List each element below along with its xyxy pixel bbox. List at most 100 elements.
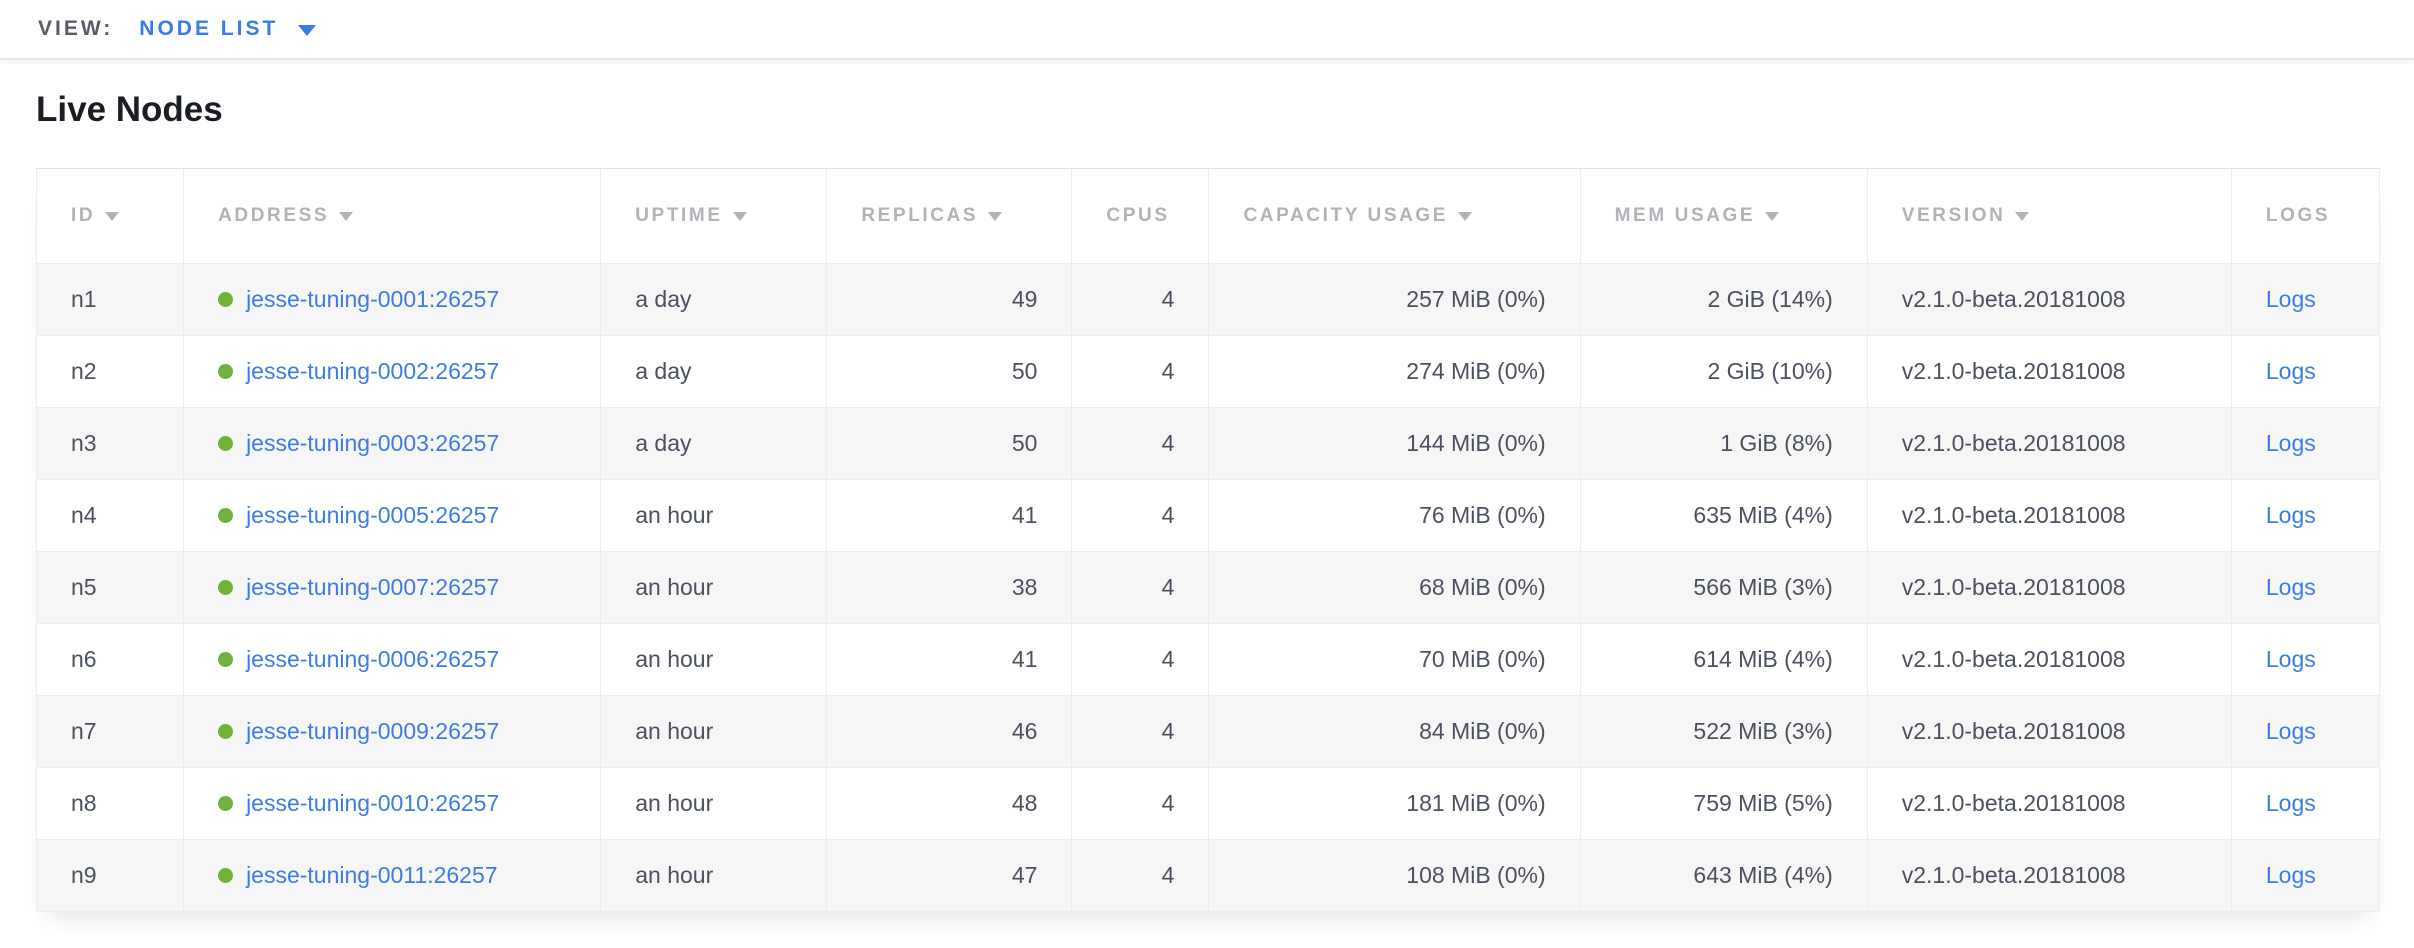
logs-link[interactable]: Logs: [2265, 862, 2316, 888]
node-capacity-usage-cell: 76 MiB (0%): [1208, 479, 1581, 552]
node-version-cell: v2.1.0-beta.20181008: [1867, 623, 2232, 696]
node-id-cell: n1: [36, 263, 185, 336]
node-cpus-cell: 4: [1071, 695, 1210, 768]
node-capacity-usage-cell: 181 MiB (0%): [1208, 767, 1581, 840]
sort-desc-icon: [988, 212, 1003, 221]
node-logs-cell: Logs: [2231, 479, 2381, 552]
node-uptime-cell: an hour: [600, 695, 828, 768]
logs-link[interactable]: Logs: [2265, 646, 2316, 672]
table-row: n9 jesse-tuning-0011:26257 an hour 47 4 …: [36, 839, 2381, 912]
sort-desc-icon: [339, 212, 354, 221]
node-address-link[interactable]: jesse-tuning-0011:26257: [246, 862, 498, 888]
node-address-cell: jesse-tuning-0011:26257: [183, 839, 602, 912]
node-address-link[interactable]: jesse-tuning-0009:26257: [246, 718, 500, 744]
node-capacity-usage-cell: 68 MiB (0%): [1208, 551, 1581, 624]
logs-link[interactable]: Logs: [2265, 358, 2316, 384]
node-capacity-usage-cell: 274 MiB (0%): [1208, 335, 1581, 408]
node-address-cell: jesse-tuning-0006:26257: [183, 623, 602, 696]
node-id-cell: n6: [36, 623, 185, 696]
node-logs-cell: Logs: [2231, 623, 2381, 696]
logs-link[interactable]: Logs: [2265, 718, 2316, 744]
node-version-cell: v2.1.0-beta.20181008: [1867, 551, 2232, 624]
node-replicas-cell: 38: [826, 551, 1073, 624]
node-cpus-cell: 4: [1071, 407, 1210, 480]
column-header-label: REPLICAS: [861, 205, 979, 226]
column-header-label: ID: [71, 205, 96, 226]
node-address-link[interactable]: jesse-tuning-0003:26257: [246, 430, 500, 456]
node-address-cell: jesse-tuning-0007:26257: [183, 551, 602, 624]
logs-link[interactable]: Logs: [2265, 790, 2316, 816]
column-header-mem-usage[interactable]: MEM USAGE: [1580, 168, 1868, 264]
column-header-replicas[interactable]: REPLICAS: [826, 168, 1073, 264]
node-address-link[interactable]: jesse-tuning-0001:26257: [246, 286, 500, 312]
node-uptime-cell: an hour: [600, 767, 828, 840]
node-uptime-cell: a day: [600, 335, 828, 408]
view-dropdown[interactable]: NODE LIST: [139, 17, 317, 41]
logs-link[interactable]: Logs: [2265, 502, 2316, 528]
node-version-cell: v2.1.0-beta.20181008: [1867, 407, 2232, 480]
node-address-cell: jesse-tuning-0010:26257: [183, 767, 602, 840]
table-row: n2 jesse-tuning-0002:26257 a day 50 4 27…: [36, 335, 2381, 408]
logs-link[interactable]: Logs: [2265, 574, 2316, 600]
live-status-icon: [218, 652, 234, 667]
node-address-link[interactable]: jesse-tuning-0007:26257: [246, 574, 500, 600]
node-replicas-cell: 49: [826, 263, 1073, 336]
column-header-version[interactable]: VERSION: [1867, 168, 2232, 264]
node-logs-cell: Logs: [2231, 407, 2381, 480]
sort-desc-icon: [105, 212, 120, 221]
node-mem-usage-cell: 1 GiB (8%): [1580, 407, 1868, 480]
node-version-cell: v2.1.0-beta.20181008: [1867, 767, 2232, 840]
column-header-cpus: CPUS: [1071, 168, 1210, 264]
node-id-cell: n3: [36, 407, 185, 480]
node-cpus-cell: 4: [1071, 623, 1210, 696]
live-status-icon: [218, 724, 234, 739]
node-cpus-cell: 4: [1071, 767, 1210, 840]
column-header-uptime[interactable]: UPTIME: [600, 168, 828, 264]
column-header-label: VERSION: [1901, 205, 2006, 226]
node-id-cell: n9: [36, 839, 185, 912]
page-title: Live Nodes: [36, 90, 223, 129]
node-address-link[interactable]: jesse-tuning-0002:26257: [246, 358, 500, 384]
table-row: n1 jesse-tuning-0001:26257 a day 49 4 25…: [36, 263, 2381, 336]
node-address-cell: jesse-tuning-0003:26257: [183, 407, 602, 480]
node-replicas-cell: 46: [826, 695, 1073, 768]
sort-desc-icon: [732, 212, 747, 221]
node-address-link[interactable]: jesse-tuning-0005:26257: [246, 502, 500, 528]
main-content: Live Nodes ID ADDRESS UPTIME: [0, 60, 2414, 912]
node-cpus-cell: 4: [1071, 479, 1210, 552]
node-address-link[interactable]: jesse-tuning-0006:26257: [246, 646, 500, 672]
column-header-id[interactable]: ID: [36, 168, 185, 264]
column-header-capacity-usage[interactable]: CAPACITY USAGE: [1208, 168, 1581, 264]
column-header-label: CAPACITY USAGE: [1243, 205, 1449, 226]
view-label: VIEW:: [38, 17, 114, 40]
view-dropdown-value: NODE LIST: [139, 17, 279, 40]
logs-link[interactable]: Logs: [2265, 286, 2316, 312]
node-uptime-cell: an hour: [600, 551, 828, 624]
node-capacity-usage-cell: 70 MiB (0%): [1208, 623, 1581, 696]
column-header-label: ADDRESS: [218, 205, 330, 226]
node-mem-usage-cell: 643 MiB (4%): [1580, 839, 1868, 912]
node-replicas-cell: 41: [826, 479, 1073, 552]
table-row: n3 jesse-tuning-0003:26257 a day 50 4 14…: [36, 407, 2381, 480]
node-logs-cell: Logs: [2231, 263, 2381, 336]
node-capacity-usage-cell: 108 MiB (0%): [1208, 839, 1581, 912]
live-status-icon: [218, 292, 234, 307]
logs-link[interactable]: Logs: [2265, 430, 2316, 456]
node-logs-cell: Logs: [2231, 551, 2381, 624]
node-version-cell: v2.1.0-beta.20181008: [1867, 335, 2232, 408]
node-logs-cell: Logs: [2231, 335, 2381, 408]
node-cpus-cell: 4: [1071, 263, 1210, 336]
live-status-icon: [218, 580, 234, 595]
node-address-link[interactable]: jesse-tuning-0010:26257: [246, 790, 500, 816]
live-status-icon: [218, 436, 234, 451]
node-mem-usage-cell: 635 MiB (4%): [1580, 479, 1868, 552]
node-id-cell: n4: [36, 479, 185, 552]
node-replicas-cell: 48: [826, 767, 1073, 840]
node-uptime-cell: an hour: [600, 479, 828, 552]
sort-desc-icon: [1765, 212, 1780, 221]
node-uptime-cell: a day: [600, 263, 828, 336]
node-replicas-cell: 50: [826, 407, 1073, 480]
column-header-address[interactable]: ADDRESS: [183, 168, 602, 264]
node-cpus-cell: 4: [1071, 551, 1210, 624]
node-capacity-usage-cell: 257 MiB (0%): [1208, 263, 1581, 336]
